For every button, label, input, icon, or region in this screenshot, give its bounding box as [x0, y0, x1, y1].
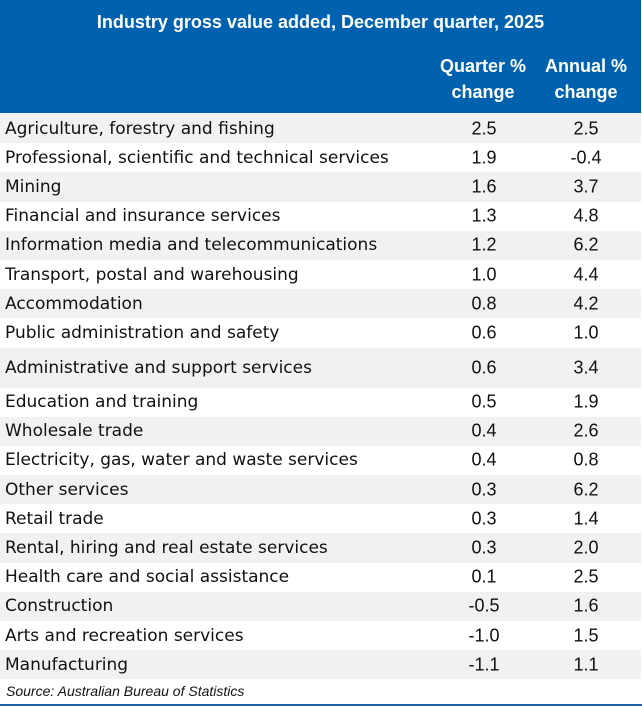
- quarter-value: 0.4: [471, 449, 497, 470]
- table-row: Accommodation 0.8 4.2: [0, 289, 641, 319]
- industry-name: Rental, hiring and real estate services: [5, 538, 328, 559]
- quarter-value: 1.6: [471, 176, 497, 197]
- quarter-value: 0.4: [471, 420, 497, 441]
- annual-value: -0.4: [570, 147, 602, 168]
- annual-value: 4.2: [573, 293, 599, 314]
- annual-value: 0.8: [573, 449, 599, 470]
- quarter-value: 1.0: [471, 264, 497, 285]
- quarter-value: 0.3: [471, 537, 497, 558]
- annual-value: 2.6: [573, 420, 599, 441]
- industry-name: Other services: [5, 479, 129, 500]
- quarter-value: 0.8: [471, 293, 497, 314]
- column-header-annual: Annual % change: [544, 56, 627, 102]
- table-row: Rental, hiring and real estate services 0…: [0, 533, 641, 563]
- quarter-value: 1.2: [471, 234, 497, 255]
- annual-value: 2.5: [573, 566, 599, 587]
- industry-name: Arts and recreation services: [5, 625, 244, 646]
- annual-value: 1.9: [573, 391, 599, 412]
- annual-value: 4.8: [573, 205, 599, 226]
- table-row: Public administration and safety 0.6 1.0: [0, 318, 641, 347]
- quarter-value: 1.3: [471, 205, 497, 226]
- table-row: Administrative and support services 0.6 3.…: [0, 347, 641, 388]
- industry-name: Public administration and safety: [5, 322, 280, 343]
- quarter-value: -1.0: [468, 625, 500, 646]
- quarter-value: 1.9: [471, 147, 497, 168]
- quarter-value: 0.6: [471, 357, 497, 377]
- industry-name: Information media and telecommunications: [5, 235, 378, 256]
- quarter-value: 0.3: [471, 508, 497, 529]
- annual-value: 2.5: [573, 118, 599, 139]
- quarter-value: 0.3: [471, 479, 497, 500]
- quarter-value: 2.5: [471, 118, 497, 139]
- industry-name: Education and training: [5, 392, 199, 413]
- industry-name: Transport, postal and warehousing: [5, 264, 299, 285]
- table-row: Agriculture, forestry and fishing 2.5 2.5: [0, 114, 641, 144]
- annual-value: 3.4: [573, 357, 599, 377]
- table-title: Industry gross value added, December qua…: [96, 12, 545, 32]
- annual-value: 1.1: [573, 654, 599, 675]
- table-row: Financial and insurance services 1.3 4.8: [0, 202, 641, 231]
- annual-value: 1.0: [573, 322, 599, 343]
- table-row: Construction -0.5 1.6: [0, 591, 641, 621]
- industry-name: Health care and social assistance: [5, 567, 290, 588]
- industry-name: Retail trade: [5, 508, 104, 529]
- industry-name: Agriculture, forestry and fishing: [5, 118, 275, 139]
- table-row: Retail trade 0.3 1.4: [0, 504, 641, 533]
- annual-value: 3.7: [573, 176, 599, 197]
- quarter-value: -1.1: [468, 654, 500, 675]
- industry-name: Construction: [5, 596, 114, 617]
- table-row: Wholesale trade 0.4 2.6: [0, 416, 641, 446]
- industry-name: Professional, scientific and technical s…: [5, 147, 389, 168]
- table-body: Agriculture, forestry and fishing 2.5 2.5 P…: [0, 114, 641, 680]
- column-header-quarter: Quarter % change: [439, 56, 527, 102]
- table-row: Manufacturing -1.1 1.1: [0, 650, 641, 680]
- table-row: Other services 0.3 6.2: [0, 475, 641, 505]
- industry-name: Electricity, gas, water and waste servic…: [5, 450, 358, 471]
- table-row: Arts and recreation services -1.0 1.5: [0, 621, 641, 650]
- table-row: Health care and social assistance 0.1 2.5: [0, 563, 641, 592]
- table-row: Education and training 0.5 1.9: [0, 388, 641, 417]
- annual-value: 2.0: [573, 537, 599, 558]
- annual-value: 6.2: [573, 234, 599, 255]
- industry-name: Manufacturing: [5, 654, 129, 675]
- bottom-divider: [0, 704, 642, 706]
- industry-name: Accommodation: [5, 293, 143, 314]
- quarter-value: 0.1: [471, 566, 497, 587]
- annual-value: 1.6: [573, 595, 599, 616]
- industry-name: Administrative and support services: [5, 357, 312, 378]
- table-row: Transport, postal and warehousing 1.0 4.4: [0, 260, 641, 289]
- quarter-value: 0.5: [471, 391, 497, 412]
- table-header: Industry gross value added, December qua…: [0, 0, 641, 113]
- table-row: Electricity, gas, water and waste servic…: [0, 446, 641, 475]
- table-row: Mining 1.6 3.7: [0, 172, 641, 202]
- annual-value: 1.5: [573, 625, 599, 646]
- source-note: Source: Australian Bureau of Statistics: [6, 683, 245, 699]
- quarter-value: 0.6: [471, 322, 497, 343]
- industry-name: Financial and insurance services: [5, 206, 281, 227]
- industry-name: Mining: [5, 176, 62, 197]
- annual-value: 1.4: [573, 508, 599, 529]
- quarter-value: -0.5: [468, 595, 500, 616]
- annual-value: 6.2: [573, 479, 599, 500]
- table-row: Professional, scientific and technical s…: [0, 143, 641, 172]
- annual-value: 4.4: [573, 264, 599, 285]
- table-row: Information media and telecommunications…: [0, 230, 641, 260]
- industry-name: Wholesale trade: [5, 421, 144, 442]
